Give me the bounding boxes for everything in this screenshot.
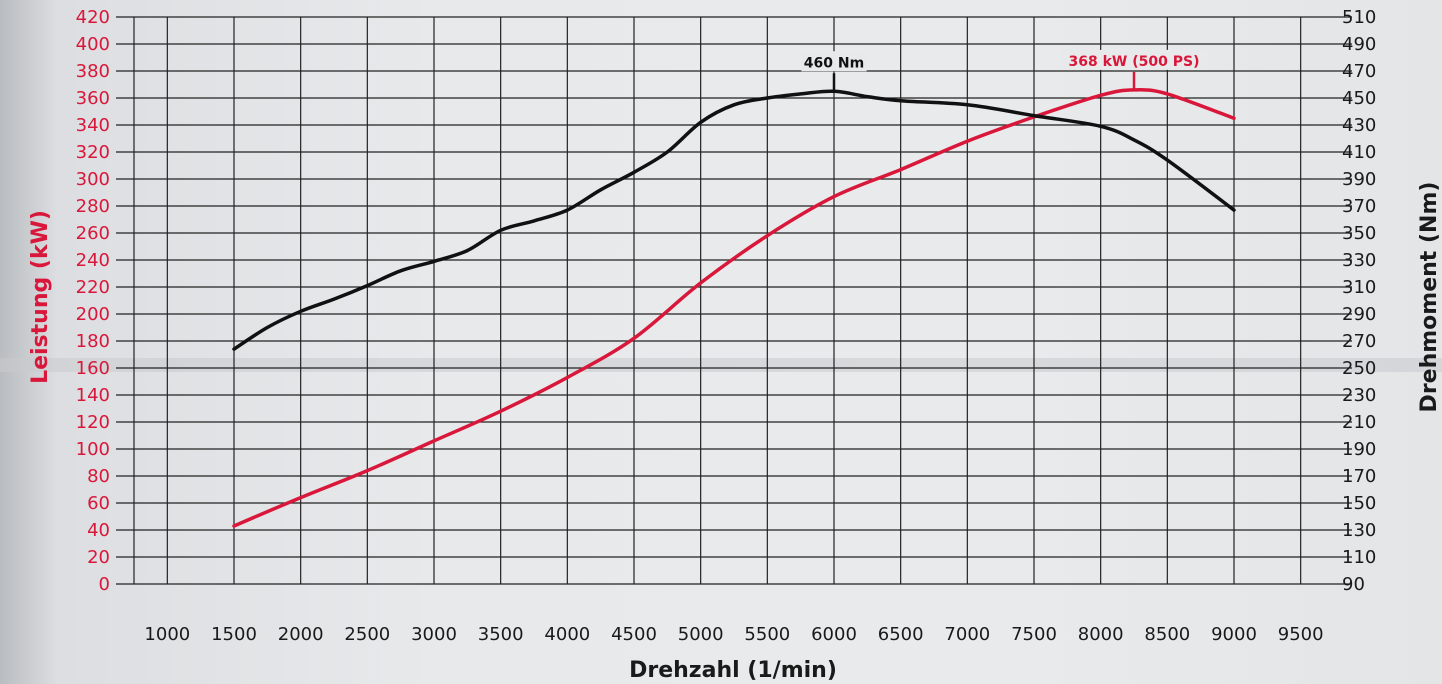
right-tick-label: 190 (1342, 439, 1376, 460)
left-tick-label: 340 (76, 115, 110, 136)
x-tick-label: 2500 (344, 624, 390, 645)
annotation-label: 460 Nm (804, 55, 864, 71)
right-tick-label: 370 (1342, 196, 1376, 217)
left-tick-label: 280 (76, 196, 110, 217)
right-tick-label: 310 (1342, 277, 1376, 298)
left-tick-label: 200 (76, 304, 110, 325)
left-tick-label: 80 (87, 466, 110, 487)
right-tick-label: 150 (1342, 493, 1376, 514)
left-tick-label: 160 (76, 358, 110, 379)
right-tick-label: 110 (1342, 547, 1376, 568)
series-lines (232, 88, 1236, 528)
left-tick-label: 360 (76, 88, 110, 109)
right-tick-label: 250 (1342, 358, 1376, 379)
right-tick-label: 470 (1342, 61, 1376, 82)
left-tick-label: 260 (76, 223, 110, 244)
right-tick-label: 230 (1342, 385, 1376, 406)
x-tick-label: 6000 (811, 624, 857, 645)
left-tick-label: 140 (76, 385, 110, 406)
left-tick-label: 240 (76, 250, 110, 271)
right-tick-label: 510 (1342, 7, 1376, 28)
right-tick-label: 390 (1342, 169, 1376, 190)
left-tick-label: 0 (99, 574, 110, 595)
x-axis-title: Drehzahl (1/min) (629, 658, 837, 683)
peak-annotations: 460 Nm 368 kW (500 PS) (801, 49, 1208, 92)
x-tick-label: 2000 (278, 624, 324, 645)
x-tick-label: 1000 (144, 624, 190, 645)
torque-curve (232, 89, 1236, 351)
x-tick-label: 4500 (611, 624, 657, 645)
x-tick-label: 3000 (411, 624, 457, 645)
right-tick-label: 410 (1342, 142, 1376, 163)
right-tick-label: 130 (1342, 520, 1376, 541)
right-tick-label: 170 (1342, 466, 1376, 487)
right-tick-label: 490 (1342, 34, 1376, 55)
right-tick-label: 330 (1342, 250, 1376, 271)
left-tick-label: 300 (76, 169, 110, 190)
x-axis-ticks: 1000 1500 2000 2500 3000 3500 4000 4500 5000 5500… (144, 624, 1323, 645)
x-tick-label: 7000 (944, 624, 990, 645)
right-tick-label: 450 (1342, 88, 1376, 109)
left-tick-label: 180 (76, 331, 110, 352)
right-axis-title: Drehmoment (Nm) (1417, 182, 1442, 413)
left-tick-label: 380 (76, 61, 110, 82)
right-tick-label: 270 (1342, 331, 1376, 352)
left-tick-label: 60 (87, 493, 110, 514)
left-tick-label: 420 (76, 7, 110, 28)
left-tick-label: 40 (87, 520, 110, 541)
left-tick-label: 220 (76, 277, 110, 298)
left-tick-label: 100 (76, 439, 110, 460)
x-tick-label: 9500 (1278, 624, 1324, 645)
left-axis-ticks: 0 20 40 60 80 100 120 140 160 180 200 220 240 260 280 3… (76, 7, 110, 595)
x-tick-label: 9000 (1211, 624, 1257, 645)
left-tick-label: 320 (76, 142, 110, 163)
x-tick-label: 5500 (744, 624, 790, 645)
x-tick-label: 4000 (544, 624, 590, 645)
left-axis-title: Leistung (kW) (28, 210, 53, 384)
x-tick-label: 1500 (211, 624, 257, 645)
x-tick-label: 5000 (678, 624, 724, 645)
annotation-bg (1060, 49, 1208, 70)
annotation-label: 368 kW (500 PS) (1069, 54, 1200, 70)
x-tick-label: 7500 (1011, 624, 1057, 645)
x-tick-label: 6500 (878, 624, 924, 645)
x-tick-label: 8500 (1144, 624, 1190, 645)
power-curve (232, 88, 1236, 528)
right-axis-ticks: 90 110 130 150 170 190 210 230 250 270 290 310 330 35… (1342, 7, 1376, 595)
x-tick-label: 3500 (478, 624, 524, 645)
right-tick-label: 290 (1342, 304, 1376, 325)
x-tick-label: 8000 (1078, 624, 1124, 645)
right-tick-label: 430 (1342, 115, 1376, 136)
left-tick-label: 400 (76, 34, 110, 55)
right-tick-label: 210 (1342, 412, 1376, 433)
annotation-bg (801, 51, 867, 72)
right-tick-label: 90 (1342, 574, 1365, 595)
background-band (0, 358, 1442, 372)
right-tick-label: 350 (1342, 223, 1376, 244)
left-tick-label: 20 (87, 547, 110, 568)
left-tick-label: 120 (76, 412, 110, 433)
